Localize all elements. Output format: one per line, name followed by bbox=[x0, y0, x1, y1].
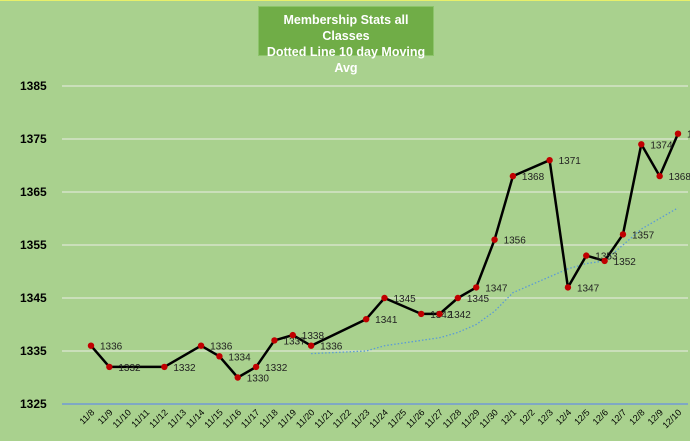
x-tick-label: 11/19 bbox=[276, 407, 299, 430]
data-point bbox=[656, 172, 663, 180]
x-tick-label: 12/10 bbox=[660, 407, 683, 430]
data-label: 1356 bbox=[504, 236, 527, 247]
x-tick-label: 11/29 bbox=[459, 407, 482, 430]
data-point bbox=[234, 374, 241, 381]
data-point bbox=[564, 284, 572, 291]
y-tick-label: 1345 bbox=[20, 291, 47, 305]
membership-line bbox=[90, 133, 680, 379]
data-label: 1341 bbox=[375, 315, 398, 326]
x-tick-label: 11/24 bbox=[367, 407, 390, 430]
data-point bbox=[546, 157, 553, 164]
x-tick-label: 11/17 bbox=[239, 407, 262, 430]
x-tick-label: 11/16 bbox=[221, 407, 244, 430]
x-tick-label: 11/15 bbox=[202, 407, 225, 430]
data-point bbox=[271, 337, 278, 344]
data-point bbox=[417, 310, 425, 318]
x-tick-label: 12/5 bbox=[572, 407, 591, 426]
data-label: 1345 bbox=[394, 294, 417, 305]
y-tick-label: 1365 bbox=[20, 185, 47, 199]
x-tick-label: 11/30 bbox=[477, 407, 500, 430]
x-tick-label: 12/1 bbox=[499, 407, 518, 426]
x-tick-label: 11/23 bbox=[349, 407, 372, 430]
data-point bbox=[289, 331, 296, 339]
x-tick-label: 11/25 bbox=[386, 407, 409, 430]
data-point bbox=[638, 141, 645, 148]
x-tick-label: 11/18 bbox=[257, 407, 280, 430]
data-point bbox=[454, 294, 462, 302]
chart-title-line-1: Membership Stats all Classes bbox=[283, 13, 409, 43]
x-tick-label: 11/10 bbox=[111, 407, 134, 430]
x-tick-label: 11/26 bbox=[404, 407, 427, 430]
data-point bbox=[362, 316, 370, 323]
data-point bbox=[106, 363, 113, 371]
data-label: 1347 bbox=[485, 283, 508, 294]
x-tick-label: 12/2 bbox=[517, 407, 536, 426]
data-point bbox=[307, 342, 315, 349]
data-label: 1368 bbox=[669, 172, 690, 183]
data-label: 1352 bbox=[614, 257, 637, 268]
data-label: 1345 bbox=[467, 294, 490, 305]
data-label: 1332 bbox=[118, 363, 141, 374]
data-label: 1342 bbox=[449, 310, 472, 321]
y-tick-label: 1325 bbox=[20, 397, 47, 411]
data-label: 1347 bbox=[577, 283, 600, 294]
data-point bbox=[161, 363, 168, 371]
data-point bbox=[619, 231, 627, 238]
moving-average-line bbox=[311, 207, 679, 355]
data-label: 1374 bbox=[650, 140, 673, 151]
x-tick-label: 11/28 bbox=[441, 407, 464, 430]
data-point bbox=[216, 353, 223, 360]
x-tick-label: 11/14 bbox=[184, 407, 207, 430]
y-tick-label: 1375 bbox=[20, 132, 47, 146]
data-label: 1332 bbox=[265, 363, 288, 374]
data-label: 1336 bbox=[100, 342, 123, 353]
data-label: 1330 bbox=[247, 374, 270, 385]
data-label: 1332 bbox=[173, 363, 196, 374]
x-tick-label: 12/7 bbox=[609, 407, 628, 426]
x-tick-label: 12/3 bbox=[536, 407, 555, 426]
data-point bbox=[583, 252, 590, 259]
x-tick-label: 11/11 bbox=[129, 407, 151, 429]
x-tick-label: 12/6 bbox=[591, 407, 610, 426]
x-tick-label: 11/12 bbox=[147, 407, 170, 430]
data-label: 1371 bbox=[559, 156, 582, 167]
x-tick-label: 12/8 bbox=[627, 407, 646, 426]
x-tick-label: 11/8 bbox=[77, 407, 96, 426]
data-label: 1376 bbox=[687, 130, 690, 141]
data-point bbox=[87, 342, 95, 349]
chart-title-line-2: Dotted Line 10 day Moving Avg bbox=[266, 45, 426, 75]
x-tick-label: 11/13 bbox=[166, 407, 189, 430]
x-tick-label: 12/4 bbox=[554, 407, 573, 426]
y-tick-label: 1355 bbox=[20, 238, 47, 252]
data-point bbox=[674, 130, 682, 137]
data-label: 1338 bbox=[302, 331, 325, 342]
y-tick-label: 1335 bbox=[20, 344, 47, 358]
data-point bbox=[473, 284, 480, 291]
data-point bbox=[601, 257, 608, 265]
x-tick-label: 11/22 bbox=[331, 407, 354, 430]
data-label: 1353 bbox=[595, 252, 618, 263]
chart-title: Membership Stats all Classes Dotted Line… bbox=[258, 6, 434, 75]
data-point bbox=[252, 363, 260, 371]
data-point bbox=[491, 236, 498, 243]
data-label: 1368 bbox=[522, 172, 545, 183]
y-tick-label: 1385 bbox=[20, 79, 47, 93]
data-point bbox=[436, 310, 443, 318]
data-label: 1334 bbox=[228, 352, 251, 363]
x-tick-label: 11/20 bbox=[294, 407, 317, 430]
data-label: 1357 bbox=[632, 230, 655, 241]
data-point bbox=[509, 172, 517, 180]
data-label: 1337 bbox=[283, 336, 306, 347]
data-point bbox=[381, 294, 388, 302]
data-label: 1336 bbox=[210, 342, 233, 353]
data-label: 1336 bbox=[320, 342, 343, 353]
data-point bbox=[197, 342, 205, 349]
x-tick-label: 11/21 bbox=[312, 407, 335, 430]
x-tick-label: 11/27 bbox=[422, 407, 445, 430]
